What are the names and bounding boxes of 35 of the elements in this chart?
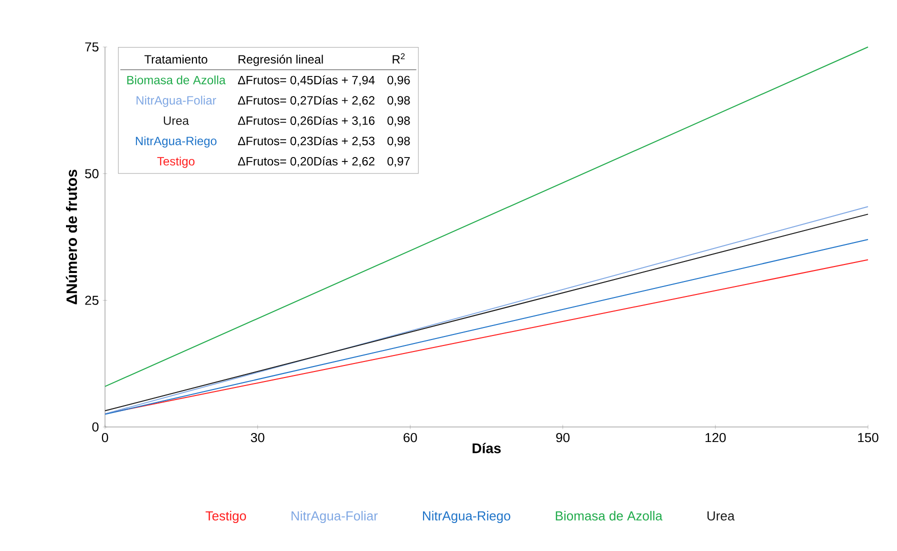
x-tick-label: 30: [250, 432, 264, 442]
x-tick-label: 60: [404, 432, 417, 442]
annotation: Biomasa de Azolla: [127, 75, 226, 84]
y-tick-label: 75: [85, 42, 98, 52]
annotation: ΔFrutos= 0,26Días + 3,16: [238, 116, 375, 126]
annotation: NitrAgua-Riego: [136, 136, 216, 148]
annotation: 0,96: [387, 76, 410, 86]
x-tick-label: 0: [102, 432, 108, 442]
annotation: Testigo: [157, 156, 194, 168]
annotation: ΔFrutos= 0,23Días + 2,53: [238, 136, 375, 147]
annotation: Regresión lineal: [238, 54, 323, 66]
annotation: NitrAgua-Foliar: [136, 96, 216, 107]
annotation: 0,98: [387, 96, 410, 106]
text: Urea: [707, 511, 735, 520]
x-tick-label: 150: [858, 432, 878, 442]
annotation: Urea: [164, 116, 189, 125]
text: NitrAgua-Foliar: [292, 510, 378, 524]
annotation: 0,97: [387, 157, 410, 167]
annotation: ΔFrutos= 0,45Días + 7,94: [238, 75, 375, 86]
text: NitrAgua-Riego: [423, 510, 510, 524]
x-tick-label: 90: [556, 432, 570, 442]
y-tick-label: 25: [85, 296, 98, 305]
x-axis-title: Días: [472, 442, 501, 454]
annotation: Tratamiento: [144, 54, 208, 64]
text: Biomasa de Azolla: [556, 510, 662, 520]
annotation: ΔFrutos= 0,27Días + 2,62: [238, 96, 374, 106]
y-tick-label: 50: [85, 169, 99, 178]
annotation: 0,98: [387, 116, 410, 126]
y-tick-label: 0: [92, 422, 99, 432]
annotation: R$^{2}$: [392, 53, 405, 64]
y-axis-title: ΔNúmero de frutos: [66, 170, 78, 304]
annotation: 0,98: [387, 136, 410, 147]
annotation: ΔFrutos= 0,20Días + 2,62: [238, 156, 374, 167]
text: Testigo: [206, 510, 246, 524]
x-tick-label: 120: [706, 432, 726, 442]
